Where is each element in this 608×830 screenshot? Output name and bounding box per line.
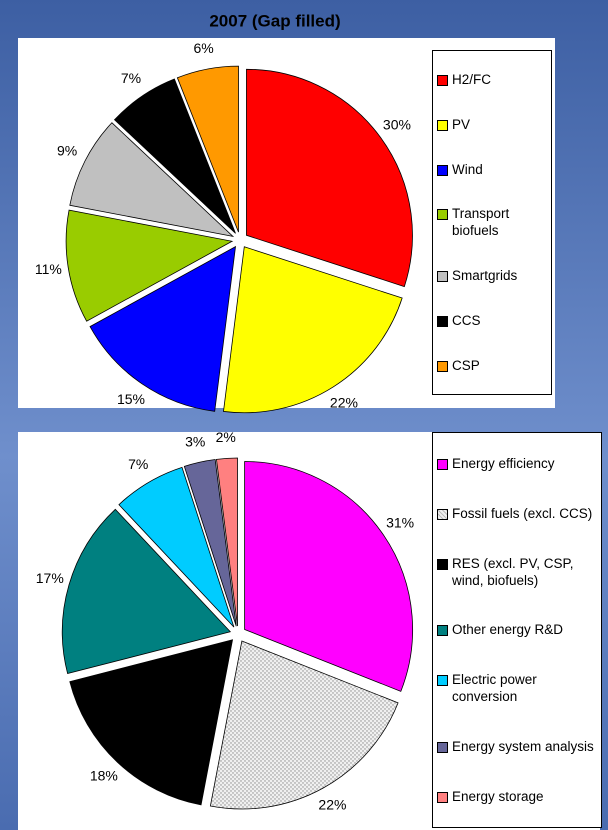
legend-swatch: [437, 741, 448, 753]
legend-label: Smartgrids: [452, 268, 518, 284]
pie-slice: [118, 466, 235, 628]
legend-swatch: [437, 558, 448, 570]
legend-swatch: [437, 316, 448, 328]
pie-slice: [69, 122, 235, 238]
legend-label: Other energy R&D: [452, 622, 564, 638]
legend-swatch: [437, 209, 448, 221]
pie-slice: [61, 508, 232, 675]
pie-slice: [209, 640, 399, 810]
legend-item: Transport biofuels: [437, 205, 547, 239]
data-label: 22%: [318, 796, 346, 812]
data-label: 30%: [383, 117, 411, 133]
pie-slice: [246, 68, 413, 288]
legend-item: Wind: [437, 161, 547, 178]
legend-label: Wind: [452, 161, 483, 177]
data-label: 15%: [117, 391, 145, 407]
data-label: 7%: [121, 70, 141, 86]
legend-item: Smartgrids: [437, 267, 547, 284]
legend-label: Electric power conversion: [452, 672, 537, 705]
pie-slice: [69, 639, 234, 806]
legend-item: RES (excl. PV, CSP, wind, biofuels): [437, 555, 597, 589]
legend-swatch: [437, 119, 448, 131]
pie-slice: [183, 459, 237, 627]
legend-label: Energy storage: [452, 788, 544, 804]
data-label: 3%: [185, 433, 205, 449]
legend-swatch: [437, 509, 448, 521]
legend-swatch: [437, 675, 448, 687]
legend-swatch: [437, 459, 448, 471]
legend-item: CCS: [437, 312, 547, 329]
data-label: 2%: [216, 429, 236, 445]
legend: Energy efficiency Fossil fuels (excl. CCS…: [432, 432, 602, 828]
legend-item: Energy system analysis: [437, 738, 597, 755]
legend-label: Transport biofuels: [452, 206, 510, 239]
data-label: 17%: [36, 570, 64, 586]
legend-label: Energy system analysis: [452, 738, 594, 754]
pie-slice: [113, 78, 236, 234]
legend-label: CCS: [452, 313, 481, 329]
legend-label: RES (excl. PV, CSP, wind, biofuels): [452, 555, 574, 588]
data-label: 6%: [194, 40, 214, 56]
pie-slice: [65, 209, 234, 322]
pie-slice: [244, 461, 414, 692]
data-label: 9%: [57, 143, 77, 159]
legend-label: Fossil fuels (excl. CCS): [452, 506, 593, 522]
legend-label: H2/FC: [452, 71, 492, 87]
legend-item: Fossil fuels (excl. CCS): [437, 505, 597, 522]
legend-label: Energy efficiency: [452, 456, 555, 472]
legend-swatch: [437, 625, 448, 637]
legend-item: CSP: [437, 357, 547, 374]
data-label: 22%: [330, 395, 358, 411]
pie-slice: [89, 245, 236, 412]
legend-item: Energy efficiency: [437, 455, 597, 472]
pie-slice: [215, 457, 238, 627]
legend-swatch: [437, 164, 448, 176]
legend-item: H2/FC: [437, 71, 547, 88]
legend-swatch: [437, 271, 448, 283]
legend-item: PV: [437, 116, 547, 133]
data-label: 11%: [35, 261, 62, 277]
legend-label: CSP: [452, 357, 480, 373]
data-label: 31%: [386, 515, 414, 531]
legend-item: Other energy R&D: [437, 621, 597, 638]
legend-swatch: [437, 74, 448, 86]
legend: H2/FC PV Wind Transport biofuels Smartgrids C…: [432, 50, 552, 395]
legend-swatch: [437, 360, 448, 372]
data-label: 18%: [90, 768, 118, 784]
legend-swatch: [437, 791, 448, 803]
data-label: 7%: [128, 456, 148, 472]
legend-item: Energy storage: [437, 788, 597, 805]
legend-label: PV: [452, 116, 471, 132]
pie-slice: [176, 65, 239, 233]
chart-title: 2007 (Gap filled): [209, 11, 340, 30]
pie-slice: [223, 246, 403, 414]
legend-item: Electric power conversion: [437, 671, 597, 705]
